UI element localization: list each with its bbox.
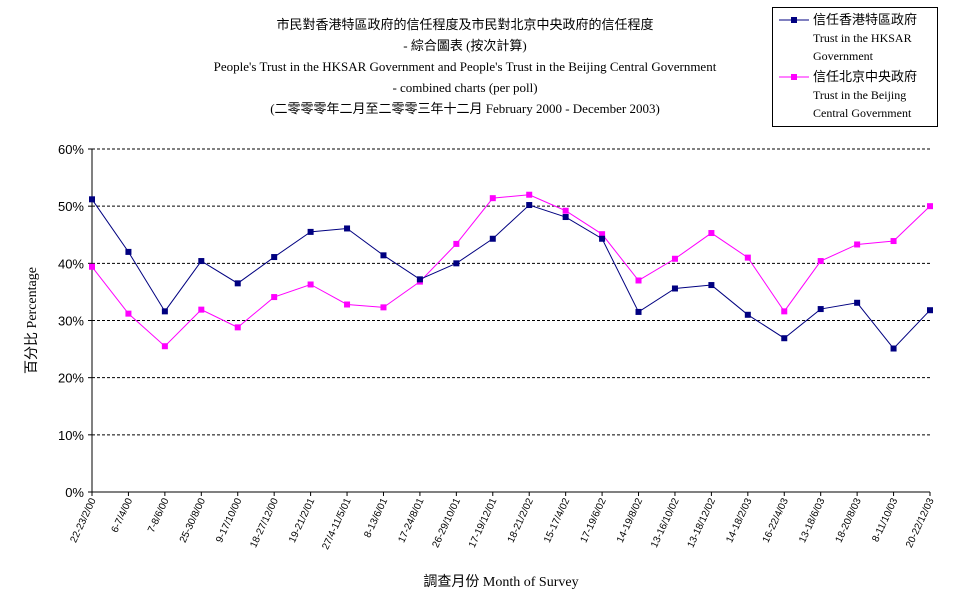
- x-tick-label: 19-21/2/01: [287, 496, 317, 544]
- data-point-hksar: [927, 307, 933, 314]
- data-point-beijing: [380, 304, 387, 311]
- x-tick-label: 13-16/10/02: [649, 496, 682, 549]
- x-tick-label: 13-18/12/02: [686, 496, 719, 549]
- data-point-hksar: [781, 335, 788, 342]
- data-point-beijing: [125, 310, 132, 317]
- data-point-hksar: [380, 252, 387, 259]
- legend-swatch-beijing: [779, 74, 809, 80]
- data-point-beijing: [890, 238, 897, 245]
- x-tick-label: 22-23/2/00: [69, 496, 99, 544]
- x-tick-label: 27/4-11/5/01: [320, 496, 354, 551]
- y-tick-label: 0%: [65, 485, 84, 500]
- x-tick-label: 17-24/8/01: [396, 496, 426, 544]
- legend-label-hksar-zh: 信任香港特區政府: [813, 12, 918, 27]
- data-point-beijing: [671, 255, 678, 262]
- legend-label-beijing-en1: Trust in the Beijing: [813, 88, 907, 102]
- data-point-beijing: [271, 294, 278, 301]
- series-line-beijing: [91, 194, 931, 347]
- data-point-hksar: [453, 260, 460, 267]
- data-point-hksar: [161, 308, 168, 315]
- x-tick-label: 6-7/4/00: [110, 496, 136, 534]
- data-point-beijing: [526, 191, 533, 198]
- y-tick-label: 20%: [58, 371, 84, 386]
- data-point-hksar: [271, 254, 278, 261]
- data-point-beijing: [89, 263, 95, 270]
- data-point-hksar: [562, 214, 569, 221]
- data-point-beijing: [344, 301, 351, 308]
- x-tick-label: 8-11/10/03: [870, 496, 900, 544]
- data-point-hksar: [89, 196, 95, 203]
- x-tick-label: 17-19/6/02: [579, 496, 609, 544]
- data-point-hksar: [307, 228, 314, 235]
- data-point-hksar: [817, 306, 824, 313]
- data-point-hksar: [708, 282, 715, 289]
- legend-label-hksar-en2: Government: [813, 49, 873, 63]
- data-point-hksar: [344, 225, 351, 232]
- x-tick-label: 13-18/6/03: [797, 496, 827, 544]
- data-point-hksar: [890, 345, 897, 352]
- data-point-beijing: [817, 258, 824, 265]
- legend-label-beijing-zh: 信任北京中央政府: [813, 69, 918, 84]
- y-tick-label: 30%: [58, 314, 84, 329]
- data-point-beijing: [781, 308, 788, 315]
- y-tick-label: 60%: [58, 142, 84, 157]
- title-line-chinese: 市民對香港特區政府的信任程度及市民對北京中央政府的信任程度: [276, 17, 654, 32]
- x-tick-label: 26-29/10/01: [431, 496, 464, 549]
- y-tick-label: 40%: [58, 256, 84, 271]
- data-point-hksar: [416, 276, 423, 283]
- data-point-beijing: [854, 241, 861, 248]
- x-tick-label: 9-17/10/00: [214, 496, 244, 544]
- x-tick-label: 17-19/12/01: [467, 496, 500, 549]
- x-tick-label: 14-18/2/03: [724, 496, 754, 544]
- x-axis-title: 調查月份 Month of Survey: [423, 574, 578, 590]
- data-point-beijing: [635, 277, 642, 284]
- x-tick-label: 18-21/2/02: [506, 496, 536, 544]
- data-point-hksar: [744, 311, 751, 318]
- x-tick-label: 18-20/8/03: [834, 496, 864, 544]
- x-tick-label: 14-19/8/02: [615, 496, 645, 544]
- data-point-beijing: [489, 195, 496, 202]
- data-point-beijing: [453, 240, 460, 247]
- data-point-hksar: [854, 299, 861, 306]
- data-point-hksar: [599, 235, 606, 242]
- data-point-beijing: [307, 281, 314, 288]
- x-tick-label: 16-22/4/03: [761, 496, 791, 544]
- legend-label-beijing-en2: Central Government: [813, 106, 912, 120]
- title-line-english: People's Trust in the HKSAR Government a…: [213, 59, 717, 74]
- data-point-beijing: [198, 306, 205, 313]
- y-axis-title: 百分比 Percentage: [24, 267, 40, 374]
- chart-title: 市民對香港特區政府的信任程度及市民對北京中央政府的信任程度 - 綜合圖表 (按次…: [150, 14, 780, 119]
- x-tick-label: 20-22/12/03: [904, 496, 937, 549]
- data-point-hksar: [489, 235, 496, 242]
- data-point-hksar: [125, 248, 132, 255]
- data-point-hksar: [671, 285, 678, 292]
- y-tick-label: 10%: [58, 428, 84, 443]
- data-point-hksar: [526, 202, 533, 209]
- legend-label-hksar-en1: Trust in the HKSAR: [813, 31, 912, 45]
- data-point-hksar: [198, 258, 205, 265]
- data-point-beijing: [161, 343, 168, 350]
- x-tick-label: 7-8/6/00: [146, 496, 172, 534]
- data-point-beijing: [234, 324, 241, 331]
- x-tick-label: 18-27/12/00: [248, 496, 281, 549]
- title-line-english-sub: - combined charts (per poll): [392, 80, 538, 95]
- data-point-hksar: [234, 280, 241, 287]
- title-line-chinese-sub: - 綜合圖表 (按次計算): [403, 38, 527, 53]
- legend: 信任香港特區政府 Trust in the HKSAR Government 信…: [772, 7, 938, 127]
- y-tick-label: 50%: [58, 199, 84, 214]
- series-line-hksar: [91, 199, 931, 350]
- x-tick-label: 8-13/6/01: [362, 496, 390, 539]
- data-point-beijing: [708, 230, 715, 237]
- data-point-hksar: [635, 308, 642, 315]
- title-line-period: (二零零零年二月至二零零三年十二月 February 2000 - Decemb…: [270, 101, 660, 116]
- x-tick-label: 25-30/8/00: [178, 496, 208, 544]
- x-tick-label: 15-17/4/02: [542, 496, 572, 544]
- data-point-beijing: [599, 231, 606, 238]
- data-point-beijing: [927, 203, 933, 210]
- data-point-beijing: [744, 254, 751, 261]
- legend-swatch-hksar: [779, 17, 809, 23]
- data-point-beijing: [562, 207, 569, 214]
